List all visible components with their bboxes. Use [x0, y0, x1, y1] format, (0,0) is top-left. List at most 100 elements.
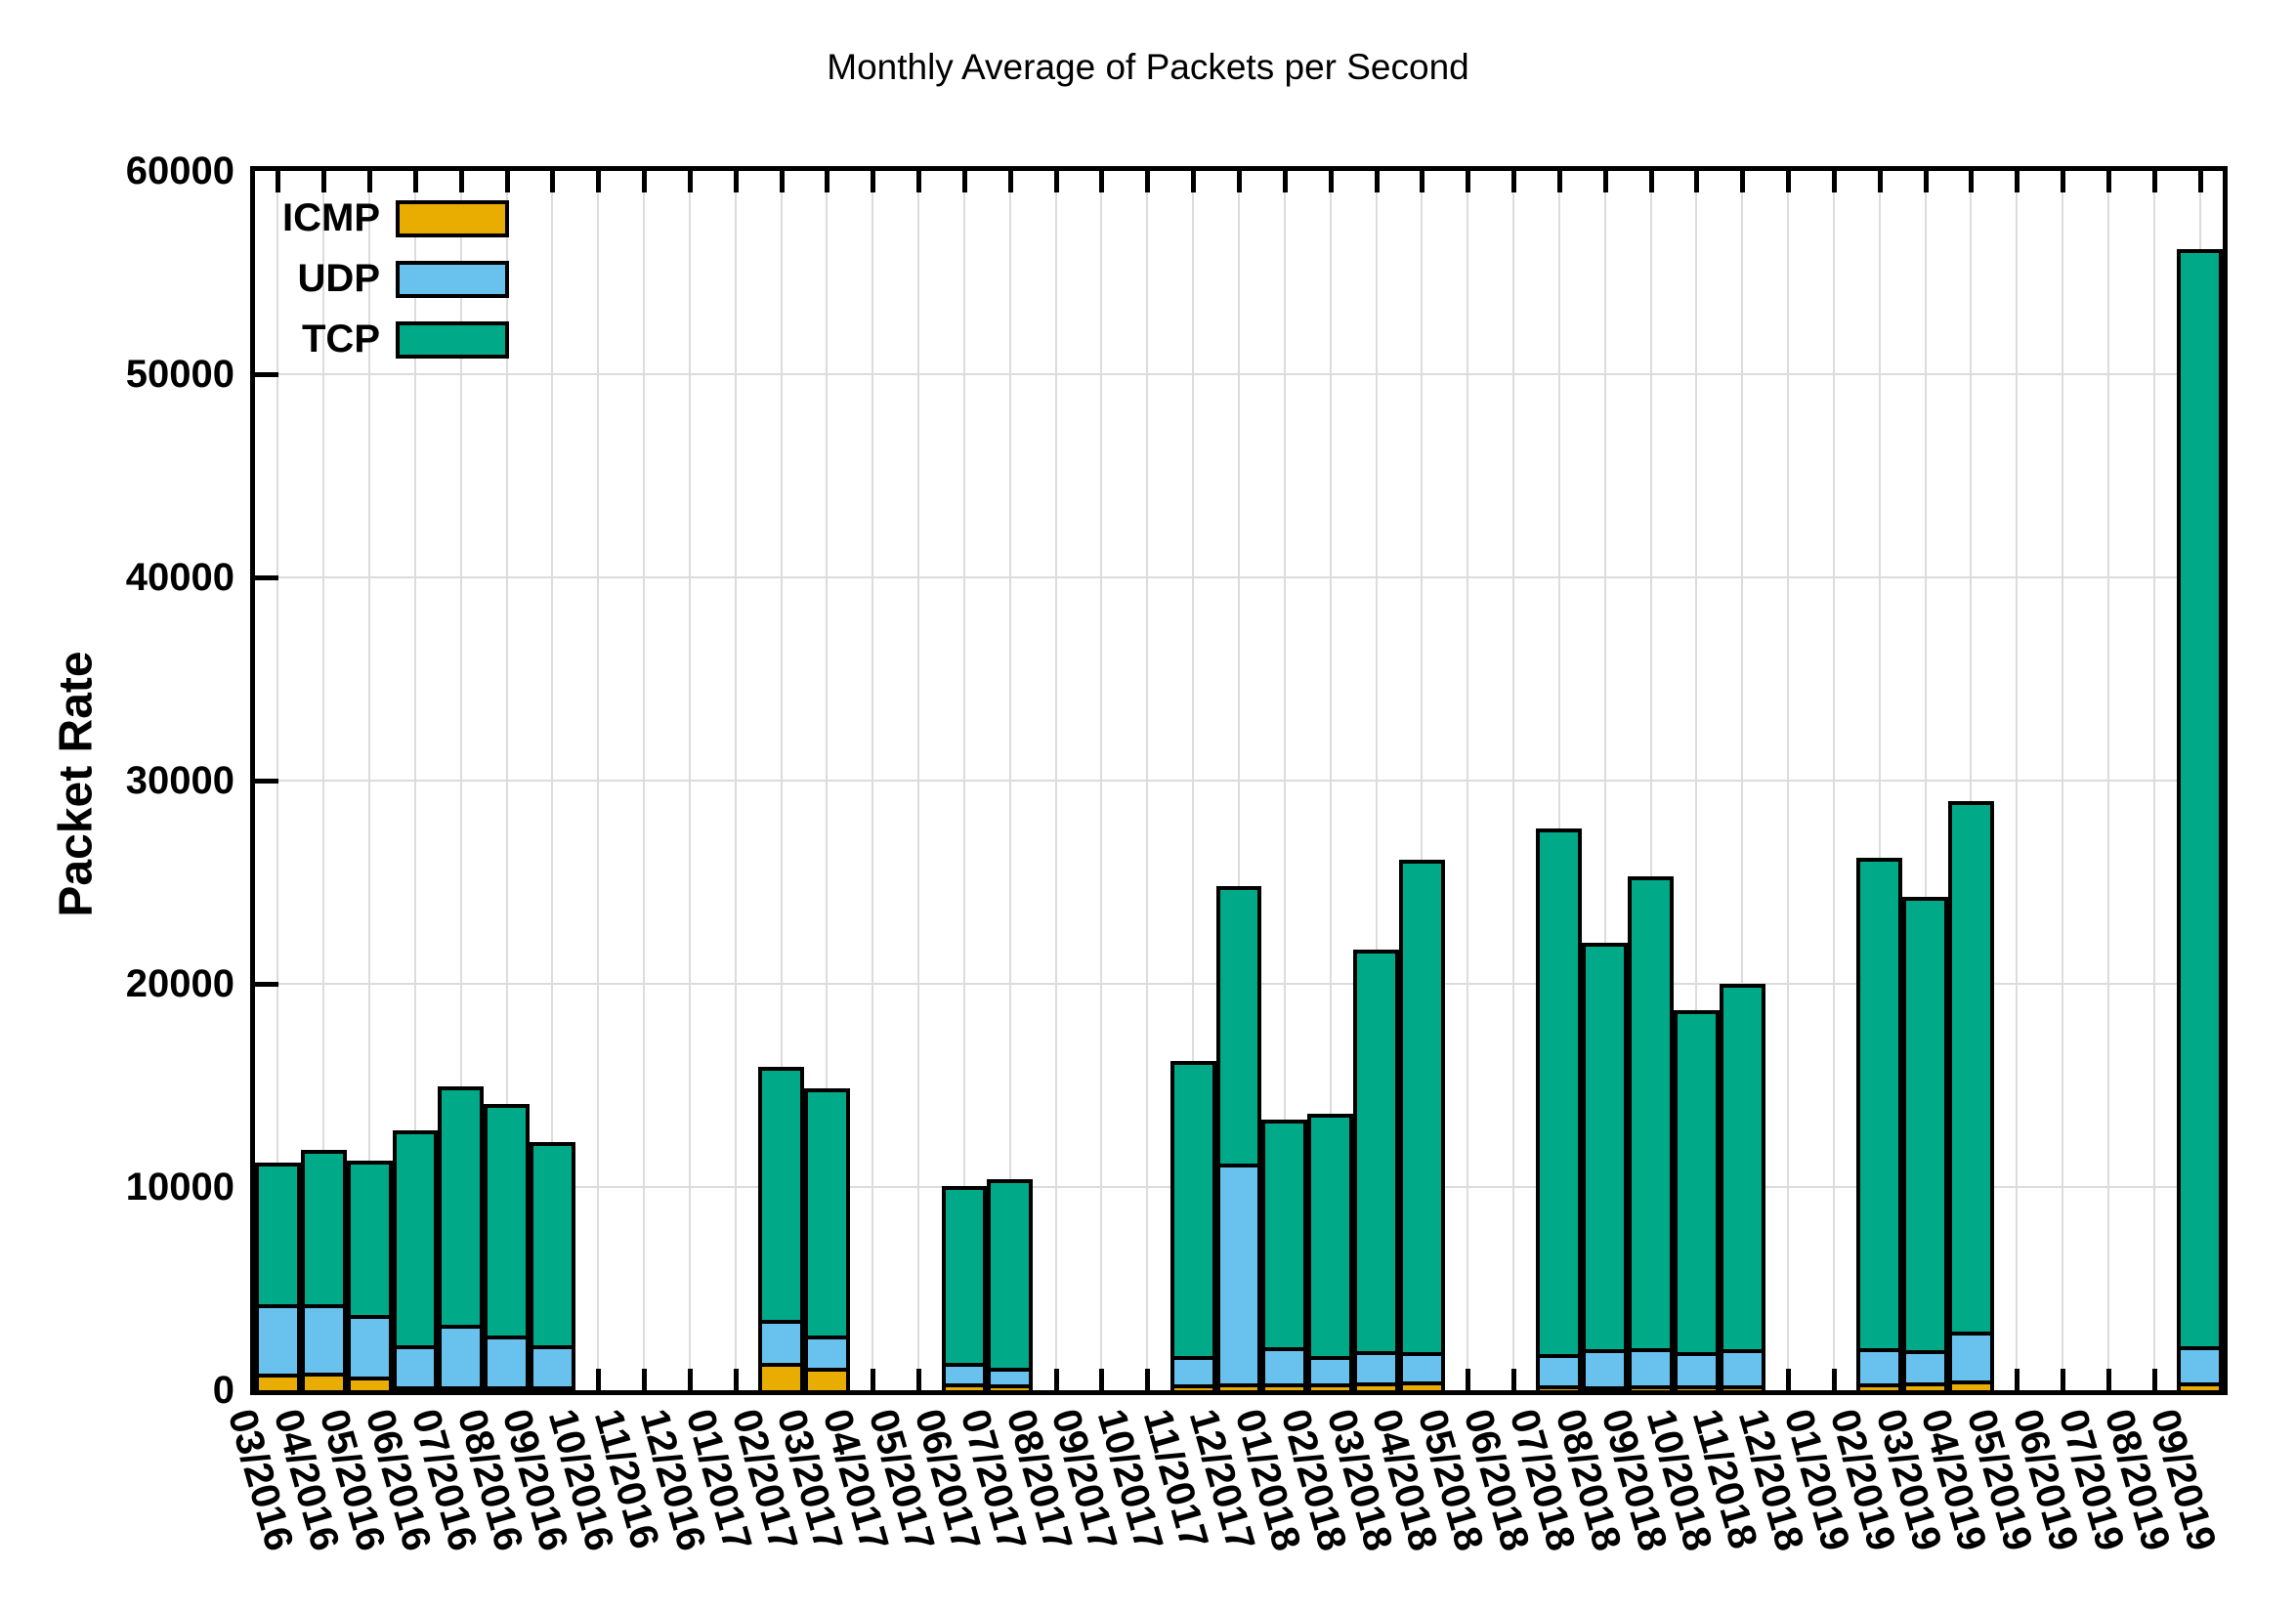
x-gridline	[459, 171, 462, 1390]
stacked-bar-02-2018	[1307, 1113, 1354, 1390]
stacked-bar-02-2019	[1856, 858, 1903, 1390]
segment-udp	[1722, 1349, 1762, 1386]
x-major-tick	[1602, 171, 1608, 192]
stacked-bar-04-2019	[1947, 800, 1994, 1390]
segment-udp	[1357, 1350, 1395, 1382]
segment-tcp	[1722, 988, 1762, 1350]
segment-tcp	[1677, 1014, 1716, 1352]
x-gridline	[1878, 171, 1881, 1390]
segment-udp	[1219, 1163, 1258, 1383]
stacked-bar-01-2018	[1261, 1119, 1308, 1390]
x-gridline	[1970, 171, 1973, 1390]
gridlines-layer	[255, 171, 2223, 1390]
y-major-tick	[255, 575, 278, 580]
stacked-bar-11-2017	[1169, 1061, 1216, 1390]
legend-swatch-udp	[396, 260, 509, 298]
x-gridline	[1512, 171, 1515, 1390]
legend-row-udp: UDP	[273, 257, 509, 301]
x-major-tick	[1877, 171, 1883, 192]
segment-icmp	[1677, 1385, 1716, 1390]
x-gridline	[413, 171, 416, 1390]
segment-udp	[396, 1345, 435, 1386]
x-gridline	[2152, 171, 2155, 1390]
segment-icmp	[1357, 1381, 1395, 1390]
segment-udp	[442, 1324, 481, 1386]
x-major-tick	[276, 171, 281, 192]
segment-tcp	[533, 1146, 572, 1346]
segment-icmp	[1402, 1380, 1441, 1390]
segment-icmp	[1951, 1379, 1990, 1390]
x-major-tick	[733, 1369, 739, 1390]
x-major-tick	[1786, 1369, 1792, 1390]
x-gridline	[962, 171, 965, 1390]
x-major-tick	[871, 1369, 876, 1390]
stacked-bar-07-2017	[987, 1179, 1034, 1390]
x-gridline	[1924, 171, 1927, 1390]
segment-tcp	[991, 1183, 1030, 1368]
x-gridline	[1054, 171, 1057, 1390]
x-major-tick	[412, 171, 418, 192]
stacked-bar-05-2016	[346, 1160, 393, 1390]
x-gridline	[688, 171, 691, 1390]
segment-udp	[1173, 1355, 1212, 1384]
x-gridline	[2062, 171, 2064, 1390]
x-major-tick	[2151, 1369, 2157, 1390]
segment-udp	[1586, 1348, 1625, 1386]
stacked-bar-11-2018	[1719, 984, 1765, 1390]
segment-tcp	[1219, 889, 1258, 1164]
segment-udp	[1540, 1353, 1579, 1386]
x-major-tick	[825, 171, 830, 192]
x-major-tick	[1099, 171, 1105, 192]
segment-icmp	[1906, 1381, 1944, 1390]
x-major-tick	[504, 171, 510, 192]
x-major-tick	[642, 1369, 648, 1390]
segment-icmp	[991, 1383, 1030, 1390]
segment-icmp	[2181, 1382, 2219, 1390]
x-gridline	[2106, 171, 2109, 1390]
x-major-tick	[1511, 1369, 1517, 1390]
stacked-bar-09-2016	[530, 1142, 575, 1390]
x-gridline	[2016, 171, 2019, 1390]
segment-icmp	[1311, 1382, 1350, 1390]
stacked-bar-10-2018	[1673, 1010, 1720, 1390]
stacked-bar-04-2016	[300, 1149, 347, 1390]
segment-tcp	[808, 1092, 846, 1336]
bars-layer	[255, 171, 2223, 1390]
segment-icmp	[945, 1382, 984, 1390]
x-major-tick	[2015, 1369, 2020, 1390]
segment-udp	[1632, 1347, 1670, 1386]
x-gridline	[1741, 171, 1744, 1390]
stacked-bar-09-2019	[2177, 249, 2223, 1390]
segment-tcp	[1951, 804, 1990, 1332]
legend-row-icmp: ICMP	[273, 196, 509, 240]
legend-label-tcp: TCP	[302, 318, 380, 361]
x-major-tick	[2061, 1369, 2066, 1390]
x-major-tick	[1466, 171, 1471, 192]
segment-icmp	[1860, 1382, 1899, 1390]
segment-udp	[1677, 1351, 1716, 1386]
x-gridline	[1375, 171, 1378, 1390]
legend-swatch-icmp	[396, 199, 509, 237]
x-major-tick	[1282, 171, 1288, 192]
stacked-bar-08-2018	[1582, 943, 1629, 1390]
x-gridline	[1649, 171, 1652, 1390]
y-tick-label: 60000	[125, 149, 234, 192]
x-major-tick	[1923, 171, 1929, 192]
x-major-tick	[596, 1369, 602, 1390]
segment-icmp	[1265, 1382, 1304, 1390]
x-major-tick	[1191, 171, 1197, 192]
x-gridline	[1192, 171, 1195, 1390]
segment-udp	[808, 1335, 846, 1369]
y-major-tick	[255, 982, 278, 987]
legend: ICMP UDP TCP	[273, 196, 509, 378]
x-major-tick	[1237, 171, 1242, 192]
segment-icmp	[396, 1386, 435, 1390]
x-major-tick	[733, 171, 739, 192]
x-major-tick	[1831, 1369, 1837, 1390]
segment-tcp	[1632, 879, 1670, 1348]
x-major-tick	[2061, 171, 2066, 192]
segment-udp	[304, 1303, 343, 1374]
segment-icmp	[762, 1363, 801, 1390]
stacked-bar-08-2016	[484, 1103, 530, 1390]
segment-icmp	[808, 1368, 846, 1390]
